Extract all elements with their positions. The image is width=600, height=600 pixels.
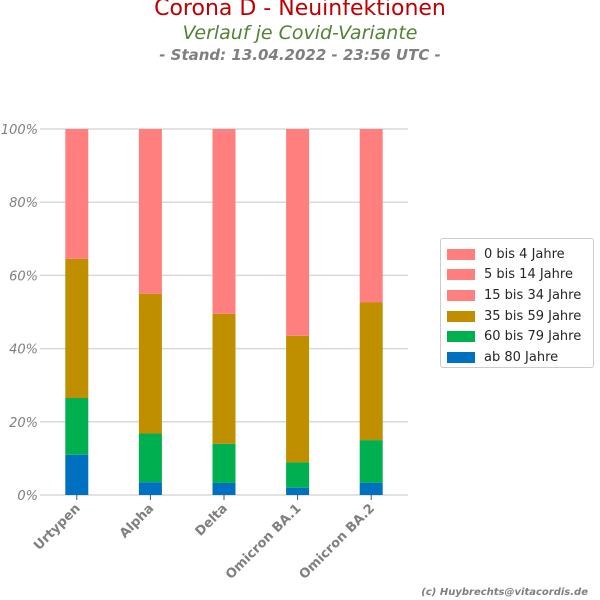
chart-subtitle: Verlauf je Covid-Variante [182,22,418,44]
bar-segment [138,433,162,483]
bar-segment [65,398,89,455]
x-tick-label: Omicron BA.1 [223,501,304,582]
bar-segment [359,440,383,483]
x-tick-label: Delta [193,501,231,539]
legend-swatch [447,352,475,363]
legend-label: 0 bis 4 Jahre [484,246,565,262]
x-tick-label: Omicron BA.2 [297,501,378,582]
bar-segment [212,482,236,495]
legend-swatch [447,310,475,322]
legend-item: ab 80 Jahre [447,349,558,367]
legend-swatch [447,289,475,301]
x-tick-label: Urtypen [31,501,83,553]
bar-segment [359,302,383,441]
legend-swatch [447,269,475,281]
y-tick-label: 0% [17,489,38,504]
y-tick-label: 40% [9,343,38,358]
bar-segment [212,129,236,314]
bar-segment [138,482,162,495]
y-tick-label: 20% [9,416,38,431]
chart-legend: 0 bis 4 Jahre 5 bis 14 Jahre 15 bis 34 Jah… [440,238,594,368]
legend-item: 60 bis 79 Jahre [447,328,581,346]
bar-segment [359,482,383,495]
bar-segment [212,313,236,444]
bar-segment [65,258,89,399]
legend-label: 35 bis 59 Jahre [484,308,582,324]
legend-label: 15 bis 34 Jahre [484,287,582,303]
chart-title: Corona D - Neuinfektionen [154,0,446,21]
legend-item: 15 bis 34 Jahre [447,286,581,304]
bar-segment [212,443,236,483]
bar-segment [65,454,89,495]
legend-label: ab 80 Jahre [484,350,559,365]
y-tick-label: 80% [9,196,38,211]
bar-segment [286,129,310,336]
x-tick-label: Alpha [117,501,157,541]
bar-segment [138,293,162,434]
legend-item: 5 bis 14 Jahre [447,266,573,284]
bar-segment [286,487,310,495]
y-tick-label: 60% [9,269,38,284]
legend-item: 0 bis 4 Jahre [447,245,565,263]
legend-label: 5 bis 14 Jahre [484,267,573,283]
bar-segment [286,335,310,463]
legend-swatch [447,331,475,343]
chart-timestamp: - Stand: 13.04.2022 - 23:56 UTC - [159,46,441,64]
copyright-note: (c) Huybrechts@vitacordis.de [421,587,588,598]
bar-segment [65,129,89,259]
bar-segment [138,129,162,294]
y-tick-label: 100% [1,123,38,138]
bar-segment [359,129,383,303]
legend-swatch [447,248,475,260]
bar-segment [286,462,310,488]
legend-item: 35 bis 59 Jahre [447,307,581,325]
legend-label: 60 bis 79 Jahre [484,329,582,345]
